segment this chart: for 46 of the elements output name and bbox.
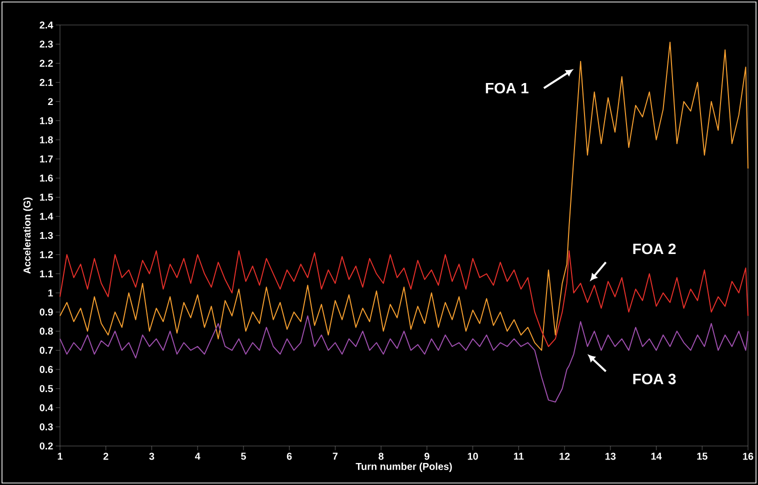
y-tick-label: 1.5 <box>40 194 53 201</box>
x-tick-label: 9 <box>424 452 430 460</box>
y-tick-label: 0.7 <box>40 346 53 354</box>
x-tick-label: 7 <box>332 452 338 460</box>
y-tick-label: 0.4 <box>40 404 54 412</box>
y-tick-label: 1.7 <box>40 156 53 162</box>
y-tick-label: 1.8 <box>40 136 53 144</box>
y-tick-label: 0.3 <box>40 423 53 430</box>
x-tick-label: 2 <box>103 452 108 460</box>
x-tick-label: 3 <box>149 452 154 460</box>
x-tick-label: 4 <box>194 452 200 460</box>
x-tick-label: 10 <box>468 452 478 460</box>
y-tick-label: 1.6 <box>40 174 53 182</box>
y-tick-label: 0.6 <box>40 366 53 373</box>
y-tick-label: 2.4 <box>40 22 54 28</box>
y-axis-title: Acceleration (G) <box>23 198 33 274</box>
annotation: FOA 1 <box>486 82 528 94</box>
line-series <box>60 315 749 402</box>
y-tick-label: 2 <box>48 98 53 106</box>
x-tick-label: 13 <box>605 452 616 460</box>
y-tick-label: 0.5 <box>40 385 53 392</box>
x-tick-label: 11 <box>514 452 524 460</box>
annotation: FOA 2 <box>633 244 676 254</box>
x-tick-label: 12 <box>560 452 570 460</box>
line-series <box>60 42 749 351</box>
y-tick-label: 0.8 <box>40 328 53 335</box>
y-tick-label: 1.1 <box>40 270 53 278</box>
y-tick-label: 1.4 <box>40 212 54 220</box>
y-tick-label: 2.1 <box>40 78 53 86</box>
y-tick-label: 0.2 <box>40 442 53 450</box>
x-tick-label: 16 <box>743 452 754 460</box>
y-tick-label: 1.9 <box>40 117 53 124</box>
y-tick-label: 0.9 <box>40 308 53 316</box>
annotation: FOA 3 <box>633 374 676 384</box>
x-tick-label: 5 <box>241 452 246 460</box>
y-tick-label: 1.3 <box>40 232 53 240</box>
x-tick-label: 15 <box>697 452 708 460</box>
y-tick-label: 1.2 <box>40 251 53 258</box>
y-tick-label: 2.2 <box>40 60 53 67</box>
y-tick-label: 2.3 <box>40 40 53 48</box>
x-tick-label: 1 <box>58 452 62 460</box>
x-tick-label: 8 <box>378 452 384 460</box>
y-tick-label: 1 <box>48 289 53 296</box>
x-axis-title: Turn number (Poles) <box>356 462 452 472</box>
x-tick-label: 6 <box>286 452 292 460</box>
x-tick-label: 14 <box>651 452 662 460</box>
